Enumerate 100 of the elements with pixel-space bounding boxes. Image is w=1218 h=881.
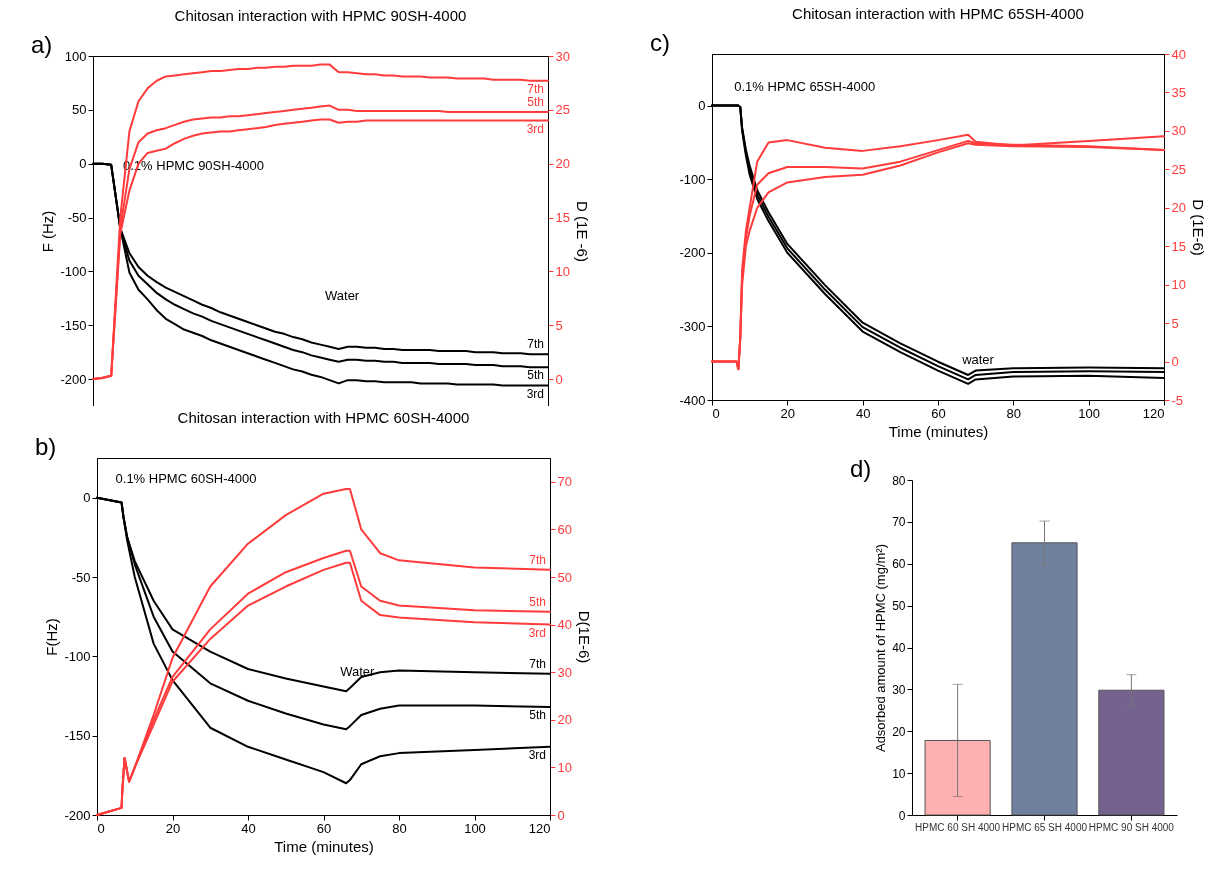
y-tick-label: 0 [83,490,91,506]
series-label: 7th [529,656,546,671]
y-tick-label: -150 [64,728,91,744]
y2-tick-label: 70 [557,474,572,490]
x-axis-title: Time (minutes) [274,837,374,855]
y-tick-label: 50 [72,102,87,118]
series-label: 3rd [528,625,546,640]
y-tick-label: 80 [892,473,906,488]
y-tick-label: 60 [892,557,906,572]
y-tick-label: 30 [892,682,906,697]
series-label: 5th [529,708,546,723]
y-tick-label: 0 [698,98,706,114]
y2-tick-label: 10 [557,759,572,775]
annotation: 0.1% HPMC 60SH-4000 [115,470,257,486]
y-tick-label: -100 [64,648,91,664]
y2-tick-label: 30 [555,48,570,64]
x-tick-label: HPMC 90 SH 4000 [1088,821,1175,833]
x-axis-title: Time (minutes) [888,422,989,440]
y-tick-label: -200 [679,245,706,261]
y2-tick-label: 30 [557,664,572,680]
y-tick-label: 0 [898,808,906,823]
series-label: 3rd [526,386,544,401]
x-tick-label: 40 [855,405,871,421]
annotation: Water [340,664,376,680]
y-tick-label: -150 [60,317,87,333]
series-label: 3rd [528,747,546,762]
x-tick-label: 100 [1078,405,1101,421]
y2-tick-label: -5 [1171,392,1184,408]
y-tick-label: -50 [71,569,91,585]
y-tick-label: -300 [679,318,706,334]
x-tick-label: 60 [931,405,946,421]
y2-tick-label: 0 [557,807,565,823]
text: b) [35,433,57,460]
y2-tick-label: 5 [555,317,563,333]
chart-title: Chitosan interaction with HPMC 60SH-4000 [177,409,470,426]
text: c) [650,29,670,56]
series-label: 7th [527,81,544,96]
series-label: 7th [527,337,544,352]
y-tick-label: 70 [892,515,906,530]
y2-tick-label: 40 [557,617,572,633]
y-tick-label: -200 [64,807,91,823]
x-tick-label: 0 [712,405,720,421]
x-tick-label: 20 [165,820,181,836]
series-label: 5th [527,95,544,109]
y2-tick-label: 10 [555,263,570,279]
y2-tick-label: 60 [557,521,572,537]
y-tick-label: -100 [679,171,706,187]
y-axis-title: Adsorbed amount of HPMC (mg/m²) [873,543,889,753]
y2-tick-label: 50 [557,569,572,585]
y2-tick-label: 15 [1171,238,1186,254]
x-tick-label: 0 [97,820,105,836]
y-tick-label: -200 [60,371,87,387]
x-tick-label: 100 [464,820,486,836]
y-tick-label: 0 [79,156,87,172]
x-tick-label: 120 [528,820,551,836]
x-tick-label: 60 [316,820,332,836]
series-label: 7th [529,552,546,567]
annotation: 0.1% HPMC 65SH-4000 [734,78,876,94]
series-label: 3rd [526,121,544,136]
y2-tick-label: 30 [1171,123,1186,139]
x-tick-label: 80 [1006,405,1022,421]
y2-tick-label: 25 [1171,161,1186,177]
y2-tick-label: 25 [555,102,570,118]
x-tick-label: 80 [392,820,407,836]
y2-axis-title: D (1E -6) [573,201,591,262]
y-axis-title: F (Hz) [39,210,57,253]
y-tick-label: 10 [892,766,906,781]
y2-tick-label: 40 [1171,46,1186,62]
y-tick-label: -400 [679,392,706,408]
y-axis-title: F(Hz) [43,618,61,656]
y-tick-label: 20 [892,724,906,739]
y-tick-label: -100 [60,263,87,279]
chart-title: Chitosan interaction with HPMC 90SH-4000 [174,7,467,24]
y2-tick-label: 20 [555,156,570,172]
x-tick-label: HPMC 65 SH 4000 [1001,821,1088,833]
chart-title: Chitosan interaction with HPMC 65SH-4000 [792,5,1084,22]
y2-tick-label: 0 [555,371,563,387]
series-label: 5th [527,368,544,383]
y-tick-label: -50 [67,210,87,226]
text: d) [850,455,872,482]
y-tick-label: 100 [64,48,87,64]
series-label: 5th [529,594,546,609]
y2-tick-label: 35 [1171,84,1186,100]
y2-axis-title: D (1E-6) [1189,199,1207,256]
annotation: Water [325,288,360,303]
y2-tick-label: 10 [1171,277,1186,293]
x-tick-label: 40 [241,820,256,836]
y2-axis-title: D(1E-6) [575,610,593,664]
y2-tick-label: 20 [557,712,572,728]
x-tick-label: 20 [780,405,796,421]
x-tick-label: HPMC 60 SH 4000 [915,821,1001,833]
annotation: water [961,352,995,368]
text: a) [31,31,53,58]
x-tick-label: 120 [1142,405,1165,421]
y-tick-label: 40 [892,641,906,655]
y2-tick-label: 20 [1171,200,1186,216]
y2-tick-label: 5 [1171,315,1179,331]
y-tick-label: 50 [892,599,906,614]
y2-tick-label: 0 [1171,354,1179,370]
y2-tick-label: 15 [555,210,570,226]
